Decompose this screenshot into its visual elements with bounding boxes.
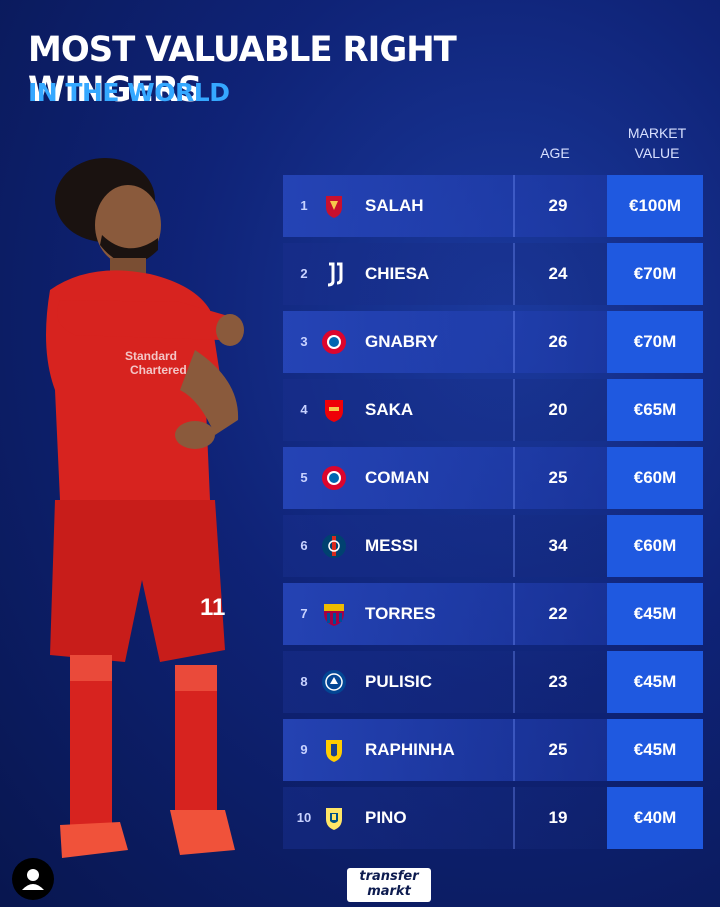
player-name: SAKA (365, 400, 414, 419)
market-value: €70M (607, 243, 703, 305)
table-row: 9 RAPHINHA 25 €45M (283, 719, 703, 781)
player-age: 26 (548, 332, 568, 351)
market-value: €60M (607, 447, 703, 509)
jersey-number: 11 (200, 594, 225, 621)
table-row: 10 PINO 19 €40M (283, 787, 703, 849)
player-age: 20 (548, 400, 568, 419)
rank: 4 (300, 402, 308, 417)
player-name: TORRES (365, 604, 436, 623)
market-value: €40M (607, 787, 703, 849)
column-header-market-line1: MARKET (627, 125, 687, 141)
table-row: 6 MESSI 34 €60M (283, 515, 703, 577)
player-age: 34 (548, 536, 568, 555)
player-figure: Standard Chartered 11 (46, 158, 244, 858)
table-row: 4 SAKA 20 €65M (283, 379, 703, 441)
player-age: 25 (548, 468, 568, 487)
profile-avatar[interactable] (12, 858, 54, 900)
player-name: MESSI (365, 536, 418, 555)
rank: 8 (300, 674, 308, 689)
rank: 5 (300, 470, 308, 485)
psg-crest-icon (322, 534, 346, 558)
player-age: 22 (548, 604, 568, 623)
rank: 1 (300, 198, 308, 213)
page-subtitle: IN THE WORLD (28, 78, 230, 107)
arsenal-crest-icon (325, 400, 343, 422)
market-value: €45M (607, 719, 703, 781)
transfermarkt-logo: transfer markt (347, 868, 431, 902)
table-row: 2 CHIESA 24 €70M (283, 243, 703, 305)
player-name: SALAH (365, 196, 424, 215)
table-row: 3 GNABRY 26 €70M (283, 311, 703, 373)
liverpool-crest-icon (326, 196, 342, 218)
market-value: €60M (607, 515, 703, 577)
bayern-crest-icon (322, 466, 346, 490)
svg-text:Chartered: Chartered (130, 363, 187, 377)
column-header-market-value: MARKET VALUE (612, 123, 702, 163)
chelsea-crest-icon (322, 670, 346, 694)
rank: 10 (296, 810, 312, 825)
player-name: PINO (365, 808, 407, 827)
player-age: 19 (548, 808, 568, 827)
market-value: €100M (607, 175, 703, 237)
market-value: €65M (607, 379, 703, 441)
juventus-crest-icon (327, 262, 343, 287)
page-title: MOST VALUABLE RIGHT WINGERS (28, 30, 457, 110)
market-value: €45M (607, 651, 703, 713)
market-value: €45M (607, 583, 703, 645)
market-value: €70M (607, 311, 703, 373)
player-age: 29 (548, 196, 568, 215)
leeds-crest-icon (326, 740, 342, 762)
table-row: 5 COMAN 25 €60M (283, 447, 703, 509)
player-name: COMAN (365, 468, 430, 487)
player-name: RAPHINHA (365, 740, 455, 759)
logo-line1: transfer (359, 869, 419, 884)
player-age: 23 (548, 672, 568, 691)
rank: 7 (300, 606, 308, 621)
player-age: 24 (548, 264, 568, 283)
player-name: GNABRY (365, 332, 439, 351)
table-row: 7 TORRES 22 €45M (283, 583, 703, 645)
rank: 9 (300, 742, 308, 757)
user-icon (22, 869, 44, 890)
villarreal-crest-icon (326, 808, 342, 830)
column-header-age: AGE (540, 145, 570, 161)
player-name: CHIESA (365, 264, 430, 283)
rank: 3 (300, 334, 308, 349)
bayern-crest-icon (322, 330, 346, 354)
column-header-market-line2: VALUE (634, 145, 680, 161)
rank: 6 (300, 538, 308, 553)
barcelona-crest-icon (324, 604, 344, 626)
logo-line2: markt (367, 884, 411, 899)
table-row: 8 PULISIC 23 €45M (283, 651, 703, 713)
rank: 2 (300, 266, 308, 281)
player-name: PULISIC (365, 672, 433, 691)
player-age: 25 (548, 740, 568, 759)
table-row: 1 SALAH 29 €100M (283, 175, 703, 237)
svg-text:Standard: Standard (125, 349, 177, 363)
